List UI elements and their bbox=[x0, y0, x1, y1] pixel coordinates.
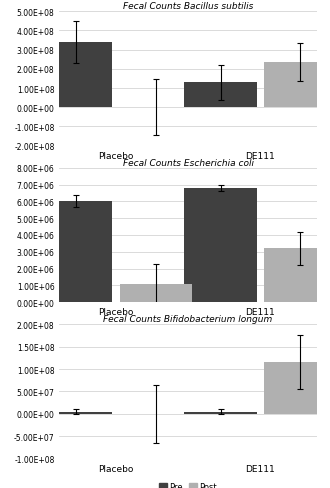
Title: Fecal Counts Bacillus subtilis: Fecal Counts Bacillus subtilis bbox=[123, 2, 253, 11]
Bar bbox=[264, 363, 330, 414]
Legend: Pre, Post: Pre, Post bbox=[156, 479, 220, 488]
Bar bbox=[120, 284, 192, 303]
Legend: Pre, Post: Pre, Post bbox=[156, 323, 220, 339]
Bar bbox=[184, 188, 256, 303]
Bar bbox=[40, 412, 113, 414]
Title: Fecal Counts Escherichia coli: Fecal Counts Escherichia coli bbox=[123, 159, 253, 167]
Bar bbox=[40, 43, 113, 108]
Bar bbox=[40, 202, 113, 303]
Legend: Pre, Post: Pre, Post bbox=[156, 167, 220, 183]
Bar bbox=[264, 63, 330, 108]
Bar bbox=[184, 412, 256, 414]
Text: (a): (a) bbox=[181, 182, 195, 191]
Title: Fecal Counts Bifidobacterium longum: Fecal Counts Bifidobacterium longum bbox=[104, 315, 273, 324]
Text: (b): (b) bbox=[181, 338, 195, 347]
Bar bbox=[264, 249, 330, 303]
Bar bbox=[184, 83, 256, 108]
